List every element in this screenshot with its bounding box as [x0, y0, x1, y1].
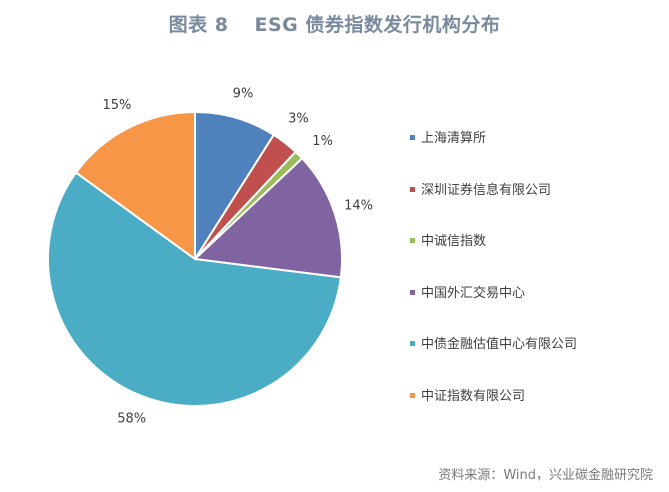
pie-slice-3: [192, 156, 343, 279]
legend-swatch-0: [410, 135, 415, 140]
legend-label-2: 中诚信指数: [421, 234, 487, 249]
pie-slice-0: [194, 110, 276, 263]
legend-item-0: 上海清算所: [410, 130, 486, 148]
source-note: 资料来源：Wind，兴业碳金融研究院: [438, 468, 653, 483]
legend-label-3: 中国外汇交易中心: [421, 285, 526, 301]
pie-data-label-0: 9%: [233, 86, 254, 101]
pie-data-label-3: 14%: [344, 198, 373, 213]
legend-item-4: 中债金融估值中心有限公司: [410, 336, 577, 354]
legend-swatch-1: [410, 186, 415, 192]
legend-swatch-2: [410, 238, 415, 243]
legend-label-1: 深圳证券信息有限公司: [421, 182, 552, 198]
legend-swatch-5: [410, 392, 415, 398]
legend-label-0: 上海清算所: [421, 131, 487, 146]
pie-slice-4: [47, 171, 342, 407]
pie-data-label-1: 3%: [288, 112, 309, 127]
pie-data-label-4: 58%: [117, 411, 146, 426]
legend-item-2: 中诚信指数: [410, 233, 486, 251]
pie-data-label-2: 1%: [312, 134, 333, 149]
figure-title: ESG 债券指数发行机构分布: [254, 14, 501, 36]
figure-number: 图表 8: [168, 14, 229, 36]
pie-data-label-5: 15%: [102, 98, 131, 113]
chart-title: 图表 8 ESG 债券指数发行机构分布: [0, 10, 669, 37]
legend-swatch-4: [410, 341, 415, 346]
legend-label-5: 中证指数有限公司: [421, 388, 526, 404]
legend-label-4: 中债金融估值中心有限公司: [421, 337, 578, 352]
legend-item-3: 中国外汇交易中心: [410, 285, 525, 303]
pie-slice-5: [74, 110, 196, 261]
legend-item-5: 中证指数有限公司: [410, 388, 525, 406]
legend-swatch-3: [410, 289, 415, 295]
legend-item-1: 深圳证券信息有限公司: [410, 182, 551, 200]
